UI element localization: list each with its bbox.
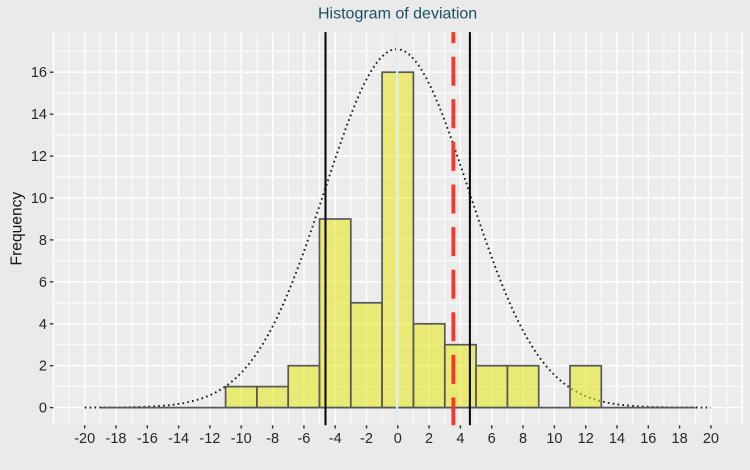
svg-text:-4: -4: [329, 431, 342, 447]
svg-text:0: 0: [39, 401, 47, 417]
svg-text:20: 20: [703, 431, 719, 447]
svg-text:2: 2: [425, 431, 433, 447]
svg-text:-16: -16: [137, 431, 158, 447]
svg-text:-20: -20: [74, 431, 95, 447]
svg-text:8: 8: [519, 431, 527, 447]
svg-text:12: 12: [31, 149, 47, 165]
svg-text:4: 4: [456, 431, 464, 447]
svg-text:12: 12: [578, 431, 594, 447]
svg-text:16: 16: [31, 65, 47, 81]
svg-text:Histogram of deviation: Histogram of deviation: [318, 5, 477, 22]
svg-text:14: 14: [31, 107, 47, 123]
svg-text:16: 16: [640, 431, 656, 447]
svg-text:4: 4: [39, 317, 47, 333]
svg-text:8: 8: [39, 233, 47, 249]
svg-text:-10: -10: [231, 431, 252, 447]
svg-text:10: 10: [546, 431, 562, 447]
svg-text:-12: -12: [199, 431, 220, 447]
svg-text:-6: -6: [297, 431, 310, 447]
svg-text:18: 18: [672, 431, 688, 447]
svg-text:14: 14: [609, 431, 625, 447]
svg-text:6: 6: [39, 275, 47, 291]
svg-text:-18: -18: [106, 431, 127, 447]
svg-text:-8: -8: [266, 431, 279, 447]
svg-text:0: 0: [394, 431, 402, 447]
svg-text:Frequency: Frequency: [9, 192, 26, 266]
svg-text:6: 6: [488, 431, 496, 447]
svg-text:-14: -14: [168, 431, 189, 447]
svg-text:2: 2: [39, 359, 47, 375]
svg-text:10: 10: [31, 191, 47, 207]
svg-text:-2: -2: [360, 431, 373, 447]
